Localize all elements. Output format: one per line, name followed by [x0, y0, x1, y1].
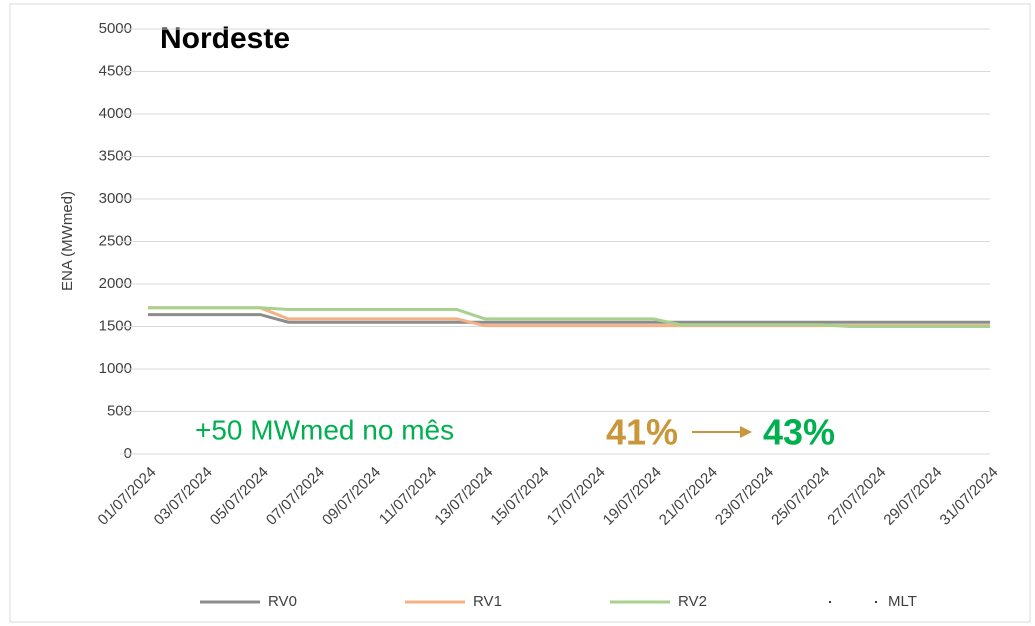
annotation: +50 MWmed no mês [195, 414, 454, 445]
y-tick-label: 4000 [99, 105, 132, 122]
y-tick-label: 2500 [99, 232, 132, 249]
x-tick-label: 13/07/2024 [431, 464, 496, 529]
y-tick-label: 1500 [99, 317, 132, 334]
legend-label: RV1 [473, 593, 502, 610]
legend-label: RV2 [678, 593, 707, 610]
series-line [148, 313, 990, 324]
y-tick-label: 3000 [99, 190, 132, 207]
annotation: 41% [606, 412, 678, 453]
arrow-head [740, 426, 752, 438]
legend-label: MLT [888, 593, 917, 610]
chart-frame [9, 3, 1031, 623]
x-tick-label: 21/07/2024 [656, 464, 721, 529]
series-line [148, 306, 990, 328]
y-tick-label: 500 [107, 402, 132, 419]
x-tick-label: 05/07/2024 [207, 464, 272, 529]
x-tick-label: 29/07/2024 [880, 464, 945, 529]
x-tick-label: 17/07/2024 [544, 464, 609, 529]
y-axis-label: ENA (MWmed) [59, 191, 76, 291]
x-tick-label: 27/07/2024 [824, 464, 889, 529]
y-tick-label: 2000 [99, 275, 132, 292]
y-tick-label: 0 [124, 445, 132, 462]
y-tick-label: 1000 [99, 360, 132, 377]
chart-title: Nordeste [160, 22, 290, 55]
x-tick-label: 19/07/2024 [600, 464, 665, 529]
y-tick-label: 4500 [99, 62, 132, 79]
y-tick-label: 5000 [99, 20, 132, 37]
x-tick-label: 25/07/2024 [768, 464, 833, 529]
x-tick-label: 07/07/2024 [263, 464, 328, 529]
x-tick-label: 23/07/2024 [712, 464, 777, 529]
annotation: 43% [763, 412, 835, 453]
x-tick-label: 09/07/2024 [319, 464, 384, 529]
legend-label: RV0 [268, 593, 297, 610]
x-tick-label: 03/07/2024 [151, 464, 216, 529]
legend-marker [829, 601, 831, 603]
x-tick-label: 01/07/2024 [95, 464, 160, 529]
legend-marker [875, 601, 877, 603]
x-tick-label: 31/07/2024 [937, 464, 1002, 529]
x-tick-label: 15/07/2024 [487, 464, 552, 529]
x-tick-label: 11/07/2024 [376, 464, 440, 528]
y-tick-label: 3500 [99, 147, 132, 164]
